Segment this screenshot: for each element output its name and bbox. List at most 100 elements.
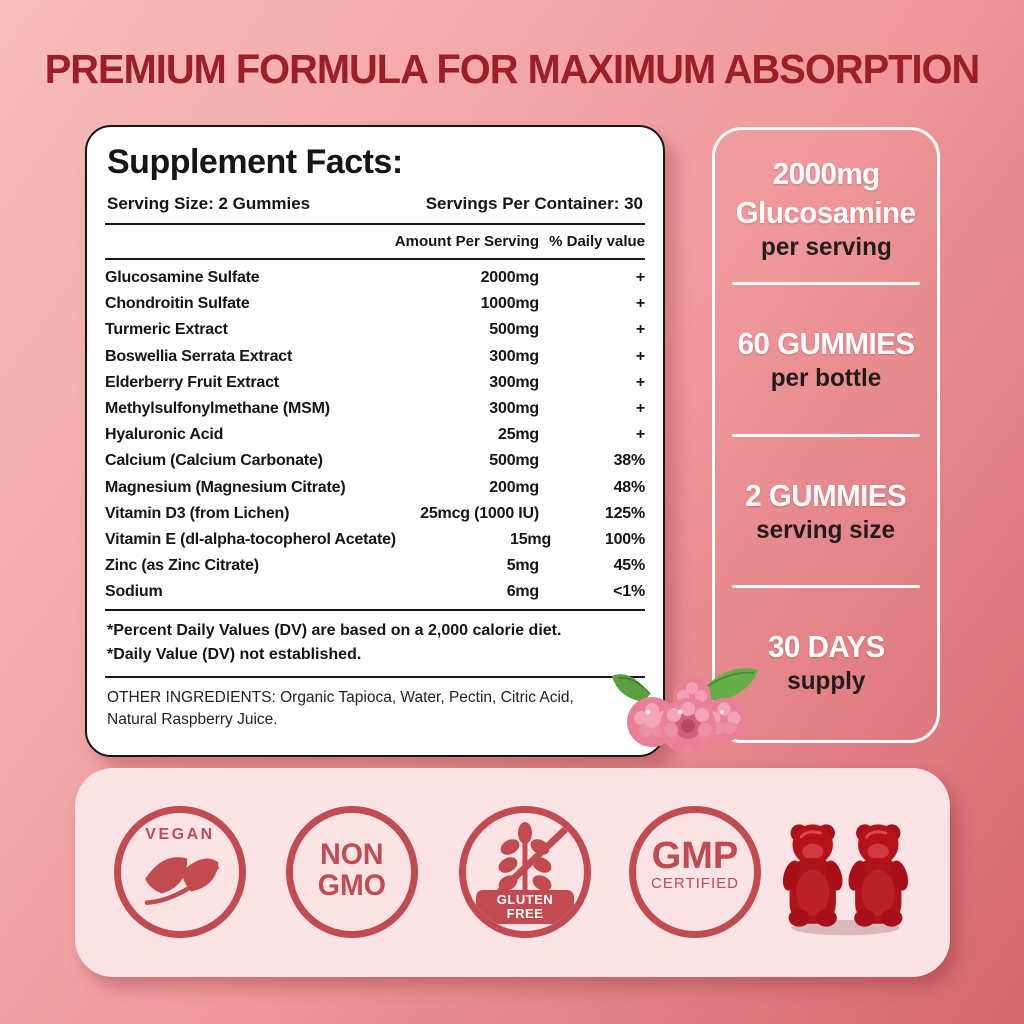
ingredient-daily-value: 45%	[613, 557, 646, 575]
raspberry-image	[612, 668, 758, 754]
ingredient-amount: 200mg	[489, 478, 539, 496]
vegan-badge: VEGAN	[114, 806, 246, 938]
divider	[732, 433, 920, 437]
divider	[732, 282, 920, 286]
callout-glucosamine: 2000mg Glucosamine per serving	[715, 134, 937, 282]
ingredient-amount: 500mg	[489, 452, 539, 470]
table-row: Calcium (Calcium Carbonate) 500mg 38%	[105, 448, 645, 474]
ingredient-amount: 300mg	[489, 373, 539, 391]
callout-sub-line: supply	[786, 666, 866, 695]
ingredient-name: Boswellia Serrata Extract	[105, 347, 293, 365]
footnote-daily-values: *Percent Daily Values (DV) are based on …	[107, 622, 562, 640]
ingredient-amount: 6mg	[506, 583, 540, 601]
ingredient-amount: 300mg	[489, 347, 539, 365]
non-gmo-line1: NON	[320, 838, 384, 871]
ingredient-name: Vitamin D3 (from Lichen)	[105, 504, 290, 522]
non-gmo-label: NON GMO	[318, 839, 386, 901]
ingredient-name: Hyaluronic Acid	[105, 426, 224, 444]
gmp-certified-label: CERTIFIED	[651, 875, 739, 892]
gluten-line1: GLUTEN	[496, 892, 554, 907]
ingredient-name: Methylsulfonylmethane (MSM)	[105, 400, 330, 418]
footnotes: *Percent Daily Values (DV) are based on …	[107, 619, 643, 667]
divider	[105, 609, 645, 612]
table-row: Magnesium (Magnesium Citrate) 200mg 48%	[105, 475, 645, 501]
table-row: Zinc (as Zinc Citrate) 5mg 45%	[105, 553, 645, 579]
callout-big-line: 2 GUMMIES	[745, 477, 907, 513]
ingredient-name: Zinc (as Zinc Citrate)	[105, 557, 259, 575]
ingredient-name: Chondroitin Sulfate	[105, 295, 250, 313]
facts-heading: Supplement Facts:	[107, 143, 403, 181]
supplement-facts-panel: Supplement Facts: Serving Size: 2 Gummie…	[85, 125, 665, 757]
ingredient-daily-value: +	[635, 426, 645, 444]
gluten-line2: FREE	[506, 906, 544, 921]
highlights-panel: 2000mg Glucosamine per serving 60 GUMMIE…	[712, 127, 940, 743]
callout-big-line: Glucosamine	[736, 194, 916, 230]
callout-gummies-per-bottle: 60 GUMMIES per bottle	[715, 285, 937, 433]
ingredient-amount: 25mcg (1000 IU)	[420, 504, 539, 522]
other-ingredients: OTHER INGREDIENTS: Organic Tapioca, Wate…	[107, 689, 574, 729]
callout-sub-line: per bottle	[770, 364, 882, 393]
ingredient-daily-value: +	[635, 400, 645, 418]
ingredient-amount: 15mg	[510, 530, 552, 548]
leaf-icon	[144, 857, 219, 905]
ingredient-daily-value: +	[635, 321, 645, 339]
gummy-bears-image	[782, 824, 909, 936]
ingredient-name: Glucosamine Sulfate	[105, 269, 260, 287]
ingredient-daily-value: 125%	[604, 504, 645, 522]
serving-size: Serving Size: 2 Gummies	[107, 194, 311, 213]
page-title: PREMIUM FORMULA FOR MAXIMUM ABSORPTION	[44, 46, 980, 92]
ingredient-daily-value: +	[635, 295, 645, 313]
serving-row: Serving Size: 2 Gummies Servings Per Con…	[107, 194, 643, 214]
table-row: Chondroitin Sulfate 1000mg +	[105, 291, 645, 317]
ingredient-daily-value: +	[635, 373, 645, 391]
table-row: Turmeric Extract 500mg +	[105, 317, 645, 343]
gummy-bear-left	[782, 824, 843, 927]
ingredient-amount: 1000mg	[480, 295, 540, 313]
table-row: Glucosamine Sulfate 2000mg +	[105, 265, 645, 291]
ingredient-amount: 300mg	[489, 400, 539, 418]
divider	[105, 223, 645, 225]
ingredient-daily-value: 48%	[613, 478, 646, 496]
servings-per-container: Servings Per Container: 30	[425, 194, 643, 213]
gmp-certified-badge: GMP CERTIFIED	[629, 806, 761, 938]
table-row: Vitamin D3 (from Lichen) 25mcg (1000 IU) 1…	[105, 501, 645, 527]
divider	[105, 258, 645, 260]
callout-big-line: 60 GUMMIES	[737, 326, 915, 362]
table-row: Sodium 6mg <1%	[105, 579, 645, 605]
ingredient-daily-value: 100%	[604, 530, 645, 548]
gluten-free-label: GLUTEN FREE	[476, 890, 574, 924]
gummy-bear-right	[848, 824, 909, 927]
divider	[105, 676, 645, 679]
non-gmo-line2: GMO	[317, 869, 387, 902]
ingredient-daily-value: +	[635, 269, 645, 287]
certification-strip: VEGAN NON GMO	[75, 768, 950, 977]
divider	[732, 584, 920, 588]
callout-big-line: 30 DAYS	[767, 628, 885, 664]
ingredient-name: Magnesium (Magnesium Citrate)	[105, 478, 346, 496]
gluten-free-badge: GLUTEN FREE	[459, 806, 591, 938]
ingredient-name: Turmeric Extract	[105, 321, 228, 339]
ingredient-table: Glucosamine Sulfate 2000mg + Chondroitin S…	[105, 265, 645, 605]
ingredient-daily-value: 38%	[613, 452, 646, 470]
spacer	[105, 233, 364, 250]
ingredient-name: Elderberry Fruit Extract	[105, 373, 279, 391]
table-row: Elderberry Fruit Extract 300mg +	[105, 370, 645, 396]
ingredient-name: Calcium (Calcium Carbonate)	[105, 452, 323, 470]
ingredient-amount: 2000mg	[480, 269, 540, 287]
callout-serving-size: 2 GUMMIES serving size	[715, 437, 937, 585]
table-row: Methylsulfonylmethane (MSM) 300mg +	[105, 396, 645, 422]
table-row: Boswellia Serrata Extract 300mg +	[105, 344, 645, 370]
gmp-label: GMP	[651, 835, 739, 877]
ingredient-name: Vitamin E (dl-alpha-tocopherol Acetate)	[105, 530, 396, 548]
table-row: Vitamin E (dl-alpha-tocopherol Acetate) 1…	[105, 527, 645, 553]
ingredient-name: Sodium	[105, 583, 163, 601]
callout-sub-line: serving size	[756, 515, 896, 544]
footnote-dv-not-established: *Daily Value (DV) not established.	[107, 646, 362, 664]
non-gmo-badge: NON GMO	[286, 806, 418, 938]
callout-big-line: 2000mg	[772, 155, 880, 191]
column-headers: Amount Per Serving % Daily value	[105, 233, 645, 250]
ingredient-daily-value: <1%	[613, 583, 645, 601]
ingredient-amount: 500mg	[489, 321, 539, 339]
column-header-daily-value: % Daily value	[549, 233, 645, 250]
